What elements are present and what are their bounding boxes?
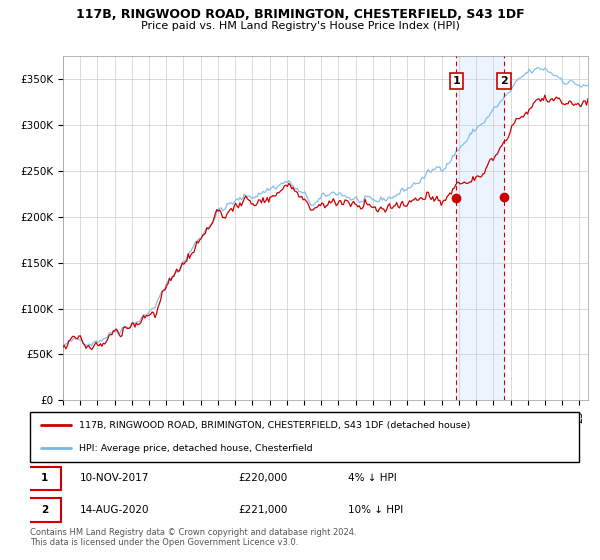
Text: 14-AUG-2020: 14-AUG-2020	[79, 505, 149, 515]
FancyBboxPatch shape	[27, 466, 61, 490]
Text: £221,000: £221,000	[239, 505, 288, 515]
Text: Contains HM Land Registry data © Crown copyright and database right 2024.
This d: Contains HM Land Registry data © Crown c…	[30, 528, 356, 547]
Bar	[457, 56, 504, 400]
Text: HPI: Average price, detached house, Chesterfield: HPI: Average price, detached house, Ches…	[79, 444, 313, 453]
Text: Price paid vs. HM Land Registry's House Price Index (HPI): Price paid vs. HM Land Registry's House …	[140, 21, 460, 31]
Text: 117B, RINGWOOD ROAD, BRIMINGTON, CHESTERFIELD, S43 1DF (detached house): 117B, RINGWOOD ROAD, BRIMINGTON, CHESTER…	[79, 421, 471, 430]
Text: 4% ↓ HPI: 4% ↓ HPI	[349, 473, 397, 483]
Text: 1: 1	[41, 473, 48, 483]
Text: £220,000: £220,000	[239, 473, 288, 483]
Text: 10% ↓ HPI: 10% ↓ HPI	[349, 505, 404, 515]
FancyBboxPatch shape	[27, 498, 61, 522]
Text: 2: 2	[500, 76, 508, 86]
Text: 10-NOV-2017: 10-NOV-2017	[79, 473, 149, 483]
Text: 2: 2	[41, 505, 48, 515]
FancyBboxPatch shape	[30, 412, 579, 462]
Text: 117B, RINGWOOD ROAD, BRIMINGTON, CHESTERFIELD, S43 1DF: 117B, RINGWOOD ROAD, BRIMINGTON, CHESTER…	[76, 8, 524, 21]
Text: 1: 1	[452, 76, 460, 86]
